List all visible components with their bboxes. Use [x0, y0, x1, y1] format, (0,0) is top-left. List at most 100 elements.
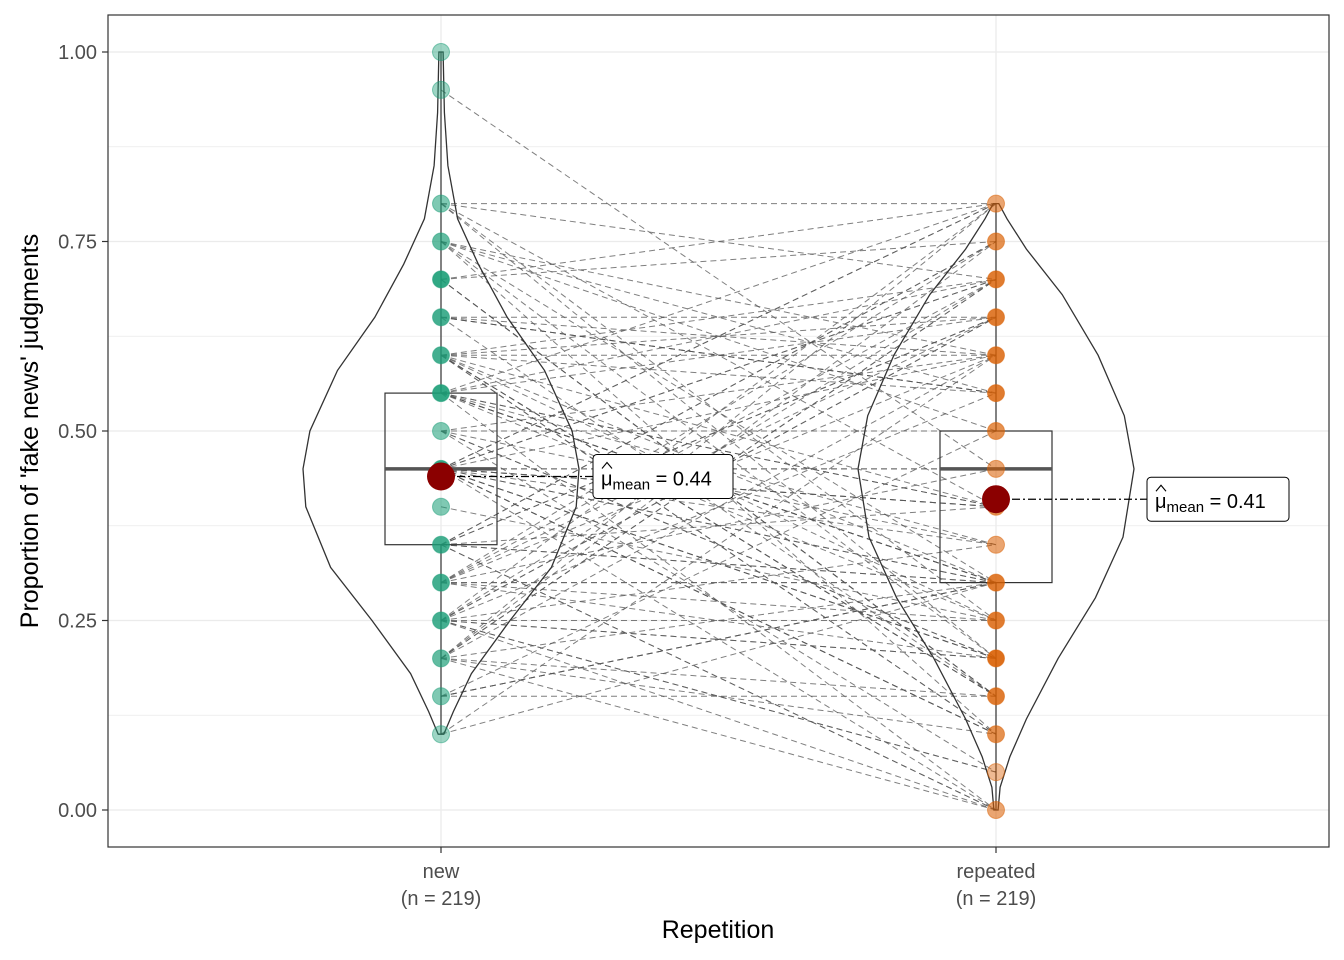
- paired-line: [440, 279, 997, 697]
- data-point: [987, 384, 1005, 403]
- data-point: [987, 308, 1005, 327]
- paired-line: [440, 354, 997, 508]
- paired-line: [440, 316, 997, 394]
- y-tick-label: 1.00: [58, 42, 97, 64]
- paired-line: [440, 241, 997, 546]
- data-point: [432, 384, 450, 403]
- mean-label-text: μmean = 0.44: [601, 468, 712, 493]
- paired-line: [440, 278, 997, 356]
- paired-line: [440, 392, 997, 811]
- paired-line: [440, 468, 997, 584]
- data-point: [432, 573, 450, 592]
- paired-line: [440, 506, 997, 546]
- paired-line: [440, 354, 997, 432]
- x-tick-count: (n = 219): [956, 888, 1037, 910]
- paired-line: [440, 544, 997, 811]
- y-tick-label: 0.50: [58, 421, 97, 443]
- y-axis-title: Proportion of 'fake news' judgments: [16, 234, 44, 628]
- data-point: [432, 43, 450, 61]
- paired-line: [440, 657, 997, 735]
- paired-line: [440, 468, 997, 508]
- paired-line: [440, 468, 997, 811]
- paired-line: [440, 203, 997, 470]
- data-point: [987, 763, 1005, 782]
- paired-line: [440, 89, 997, 470]
- data-point: [432, 270, 450, 289]
- data-point: [987, 649, 1005, 668]
- data-point: [432, 535, 450, 554]
- paired-line: [440, 620, 997, 811]
- data-point: [987, 687, 1005, 706]
- paired-line: [440, 430, 997, 697]
- data-point: [987, 535, 1005, 554]
- paired-line: [440, 582, 997, 659]
- grid-lines: [108, 15, 1329, 847]
- violin-new: [302, 51, 580, 735]
- x-axis-title: Repetition: [662, 916, 775, 944]
- data-point: [432, 232, 450, 251]
- data-point: [432, 80, 450, 99]
- paired-line: [440, 316, 997, 621]
- paired-line: [440, 241, 997, 659]
- y-tick-label: 0.00: [58, 800, 97, 822]
- data-point: [432, 422, 450, 440]
- paired-line: [440, 620, 997, 659]
- mean-point-new: [427, 462, 455, 491]
- data-point: [432, 611, 450, 630]
- data-point: [432, 497, 450, 516]
- data-point: [432, 649, 450, 668]
- paired-line: [440, 544, 997, 584]
- data-point: [987, 422, 1005, 440]
- data-point: [987, 270, 1005, 289]
- mean-markers: μmean = 0.44 μmean = 0.41: [427, 453, 1290, 522]
- paired-line: [440, 657, 997, 811]
- y-tick-label: 0.75: [58, 232, 97, 254]
- data-point: [987, 194, 1005, 213]
- y-axis: 0.00 0.25 0.50 0.75 1.00: [58, 42, 108, 822]
- data-points: [432, 43, 1005, 819]
- paired-lines: [440, 89, 997, 811]
- mean-label-box: [592, 453, 734, 499]
- mean-point-repeated: [982, 485, 1010, 514]
- data-point: [987, 611, 1005, 630]
- data-point: [987, 573, 1005, 592]
- data-point: [987, 725, 1005, 744]
- paired-line: [440, 430, 997, 773]
- paired-line: [440, 203, 997, 280]
- paired-line: [440, 241, 997, 394]
- paired-line: [440, 657, 997, 697]
- paired-line: [440, 354, 997, 659]
- data-point: [432, 725, 450, 744]
- paired-line: [440, 241, 997, 432]
- hat-icon: [1155, 484, 1167, 492]
- paired-line: [440, 278, 997, 584]
- x-tick-label: repeated: [957, 861, 1036, 883]
- x-axis: new (n = 219) repeated (n = 219): [401, 847, 1037, 910]
- data-point: [987, 801, 1005, 819]
- paired-line: [440, 278, 997, 621]
- paired-line: [440, 278, 997, 659]
- x-tick-label: new: [423, 861, 460, 883]
- data-point: [987, 459, 1005, 478]
- paired-line: [440, 468, 997, 659]
- hat-icon: [601, 461, 613, 469]
- paired-line: [440, 241, 997, 356]
- y-tick-label: 0.25: [58, 611, 97, 633]
- paired-line: [440, 278, 997, 470]
- x-tick-count: (n = 219): [401, 888, 482, 910]
- paired-line: [440, 582, 997, 735]
- data-point: [987, 346, 1005, 365]
- mean-label-text: μmean = 0.41: [1155, 491, 1266, 516]
- mean-label-new: μmean = 0.44: [592, 453, 734, 499]
- paired-line: [440, 354, 997, 394]
- paired-line: [440, 468, 997, 546]
- data-point: [432, 194, 450, 213]
- data-point: [432, 687, 450, 706]
- paired-line: [440, 203, 997, 508]
- data-point: [987, 232, 1005, 251]
- data-point: [432, 346, 450, 365]
- mean-label-box: [1146, 476, 1290, 522]
- data-point: [432, 308, 450, 327]
- mean-label-repeated: μmean = 0.41: [1146, 476, 1290, 522]
